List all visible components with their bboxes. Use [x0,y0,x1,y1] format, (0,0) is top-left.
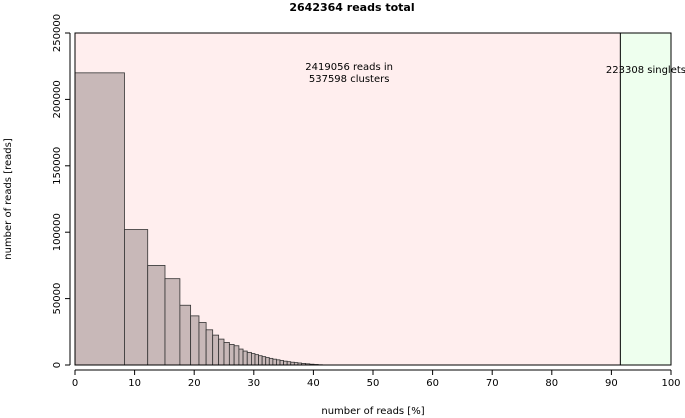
annotation-0-line-1: 537598 clusters [309,74,390,85]
x-axis: 0 10 20 30 40 50 60 70 80 90 100 [72,369,681,389]
y-tick-label-200000: 200000 [52,80,63,118]
y-axis: 0 50000 100000 150000 200000 250000 [52,14,71,368]
bar-15 [246,351,252,366]
bar-23 [276,359,281,366]
y-tick-label-0: 0 [52,362,63,368]
bar-22 [272,358,277,366]
bar-7 [205,329,214,366]
bar-18 [258,355,263,366]
bar-20 [265,357,270,366]
x-tick-label-40: 40 [307,378,320,389]
bar-10 [223,342,230,366]
y-axis-label: number of reads [reads] [3,138,14,260]
bar-25 [283,360,288,366]
bar-17 [254,354,259,366]
bar-2 [147,264,166,366]
x-tick-label-80: 80 [545,378,558,389]
bar-16 [251,353,256,366]
x-tick-label-20: 20 [188,378,201,389]
bar-14 [242,350,248,366]
bar-21 [268,357,274,366]
region-1 [620,33,671,365]
bar-4 [179,304,192,366]
bar-19 [261,356,267,366]
bar-13 [238,348,244,366]
x-tick-label-90: 90 [605,378,618,389]
x-tick-label-30: 30 [247,378,260,389]
x-tick-label-50: 50 [367,378,380,389]
x-tick-label-70: 70 [486,378,499,389]
annotation-1-line-0: 223308 singlets [606,65,685,76]
bar-1 [124,229,149,366]
x-tick-label-100: 100 [661,378,680,389]
plot-frame [74,32,672,366]
bar-6 [198,322,207,366]
x-tick-label-0: 0 [72,378,78,389]
bar-11 [228,344,235,366]
bar-3 [164,278,181,366]
y-tick-label-100000: 100000 [52,213,63,251]
bar-12 [233,345,240,366]
x-axis-label: number of reads [%] [321,406,424,417]
bar-5 [190,315,200,366]
x-tick-label-10: 10 [128,378,141,389]
x-tick-label-60: 60 [426,378,439,389]
annotation-0-line-0: 2419056 reads in [305,62,393,73]
y-tick-label-50000: 50000 [52,283,63,315]
bar-8 [212,334,220,366]
bar-9 [218,338,225,366]
y-tick-label-150000: 150000 [52,147,63,185]
bar-0 [74,72,125,366]
bar-24 [279,360,284,366]
y-tick-label-250000: 250000 [52,14,63,52]
chart-title: 2642364 reads total [289,1,414,14]
